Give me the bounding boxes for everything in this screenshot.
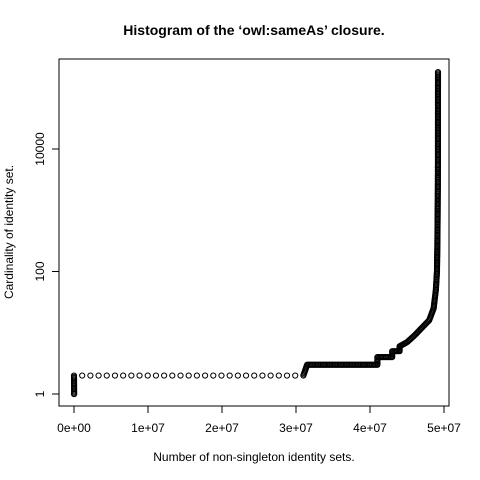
data-point — [128, 372, 135, 379]
data-point — [434, 69, 442, 76]
data-point — [169, 372, 176, 379]
data-point — [177, 372, 184, 379]
data-point — [136, 372, 143, 379]
data-point — [201, 372, 209, 379]
data-point — [242, 372, 250, 379]
data-point — [111, 372, 119, 379]
x-tick-label: 3e+07 — [279, 421, 313, 435]
y-tick-label: 1 — [33, 390, 47, 397]
y-tick-label: 100 — [33, 261, 47, 281]
data-point — [120, 372, 127, 379]
x-tick-label: 2e+07 — [205, 421, 239, 435]
x-tick-label: 1e+07 — [131, 421, 165, 435]
data-point — [144, 372, 151, 379]
data-points — [70, 69, 442, 398]
data-point — [70, 372, 78, 379]
data-point — [251, 372, 258, 379]
data-point — [292, 372, 299, 379]
chart-title: Histogram of the ‘owl:sameAs’ closure. — [123, 22, 384, 38]
data-point — [87, 372, 94, 379]
data-point — [210, 372, 217, 379]
x-tick-label: 0e+00 — [57, 421, 91, 435]
y-axis-label: Cardinality of identity set. — [2, 165, 16, 299]
data-point — [234, 372, 241, 379]
y-axis: 1 100 10000 — [33, 132, 60, 397]
x-axis: 0e+00 1e+07 2e+07 3e+07 4e+07 5e+07 — [57, 405, 461, 435]
data-point — [275, 372, 282, 379]
data-point — [152, 372, 160, 379]
data-point — [103, 372, 110, 379]
data-point — [79, 372, 86, 379]
x-tick-label: 5e+07 — [427, 421, 461, 435]
data-point — [226, 372, 233, 379]
data-point — [185, 372, 192, 379]
data-point — [267, 372, 274, 379]
x-tick-label: 4e+07 — [353, 421, 387, 435]
data-point — [193, 372, 200, 379]
data-point — [95, 372, 102, 379]
data-point — [259, 372, 266, 379]
x-axis-label: Number of non-singleton identity sets. — [153, 450, 354, 464]
data-point — [283, 372, 291, 379]
data-point — [161, 372, 168, 379]
y-tick-label: 10000 — [33, 132, 47, 166]
data-point — [218, 372, 225, 379]
